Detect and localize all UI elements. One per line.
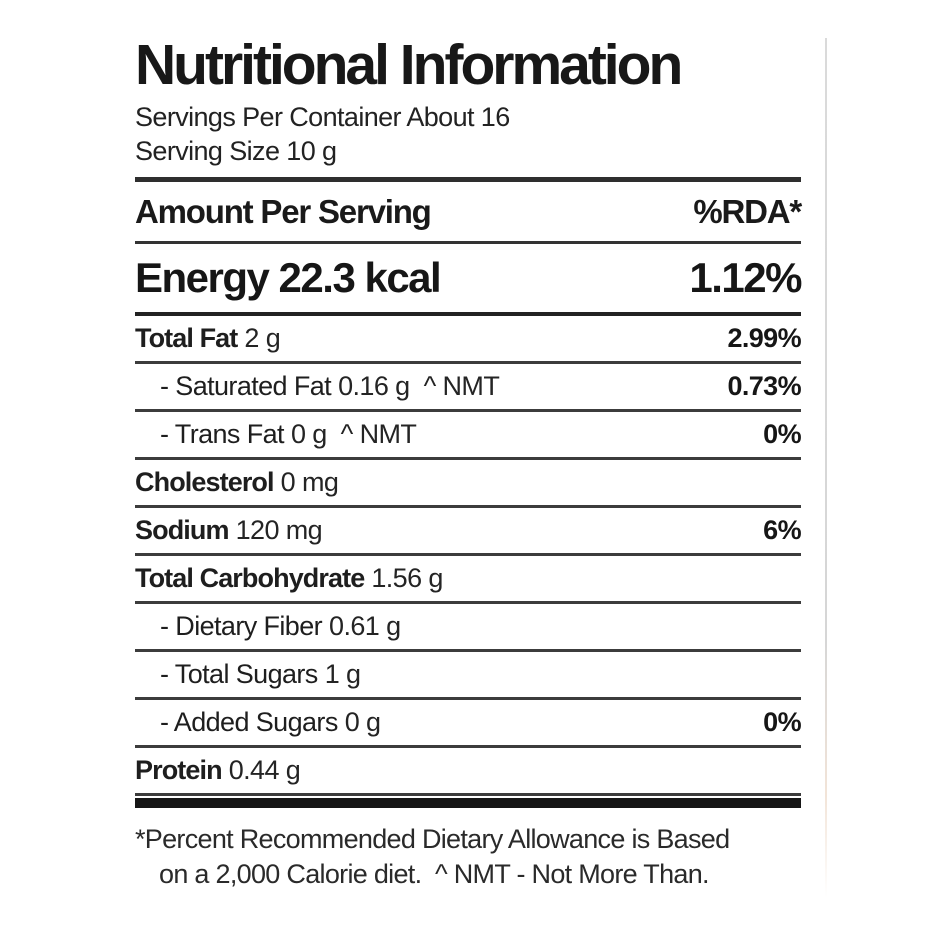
row-percent: 0% bbox=[763, 419, 801, 449]
divider-energy bbox=[135, 312, 801, 316]
row-name: Total Fat bbox=[135, 323, 238, 353]
row-name: - Saturated Fat bbox=[160, 371, 332, 401]
nutrition-row-dietary-fiber: - Dietary Fiber 0.61 g bbox=[135, 604, 801, 652]
row-amount: 1 g bbox=[324, 659, 361, 689]
row-percent: 6% bbox=[763, 515, 801, 545]
row-percent: 0% bbox=[763, 707, 801, 737]
nutrition-row-sodium: Sodium 120 mg 6% bbox=[135, 508, 802, 556]
nutrition-row-trans-fat: - Trans Fat 0 g ^ NMT 0% bbox=[135, 412, 802, 460]
row-suffix: ^ NMT bbox=[340, 419, 417, 449]
row-amount: 0.16 g bbox=[338, 371, 410, 401]
row-amount: 0 mg bbox=[280, 467, 339, 497]
nutrition-row-total-sugars: - Total Sugars 1 g bbox=[135, 652, 801, 700]
row-percent: 2.99% bbox=[727, 323, 801, 353]
nutrition-row-saturated-fat: - Saturated Fat 0.16 g ^ NMT 0.73% bbox=[135, 364, 802, 412]
footnote-line-2: on a 2,000 Calorie diet. ^ NMT - Not Mor… bbox=[159, 859, 710, 889]
amount-header-label: Amount Per Serving bbox=[135, 192, 432, 230]
row-amount: 1.56 g bbox=[371, 563, 443, 593]
page-title: Nutritional Information bbox=[135, 33, 683, 97]
row-amount: 0 g bbox=[344, 707, 381, 737]
row-suffix: ^ NMT bbox=[423, 371, 500, 401]
row-name: Total Carbohydrate bbox=[135, 563, 365, 593]
nutrition-row-cholesterol: Cholesterol 0 mg bbox=[135, 460, 801, 508]
nutrition-label: Nutritional Information Servings Per Con… bbox=[135, 33, 802, 892]
row-name: Protein bbox=[135, 755, 223, 785]
row-name: - Total Sugars bbox=[160, 659, 318, 689]
row-amount: 2 g bbox=[244, 323, 281, 353]
serving-size: Serving Size 10 g bbox=[135, 136, 337, 166]
row-amount: 0.44 g bbox=[228, 755, 301, 785]
energy-row: Energy 22.3 kcal 1.12% bbox=[135, 244, 802, 312]
row-name: Cholesterol bbox=[135, 467, 275, 497]
divider-bottom-thick bbox=[135, 798, 801, 808]
servings-per-container: Servings Per Container About 16 bbox=[135, 102, 510, 132]
row-name: - Trans Fat bbox=[160, 419, 285, 449]
footnote: *Percent Recommended Dietary Allowance i… bbox=[135, 822, 801, 892]
row-name: - Dietary Fiber bbox=[160, 611, 323, 641]
amount-per-serving-header: Amount Per Serving %RDA* bbox=[135, 182, 802, 241]
row-amount: 0.61 g bbox=[329, 611, 401, 641]
divider-top bbox=[135, 177, 801, 182]
row-name: Sodium bbox=[135, 515, 230, 545]
row-amount: 0 g bbox=[290, 419, 327, 449]
energy-value: Energy 22.3 kcal bbox=[135, 254, 442, 301]
nutrition-row-total-fat: Total Fat 2 g 2.99% bbox=[135, 316, 802, 364]
divider-header bbox=[135, 241, 801, 244]
row-amount: 120 mg bbox=[235, 515, 323, 545]
label-right-edge-line bbox=[825, 38, 827, 898]
row-name: - Added Sugars bbox=[160, 707, 338, 737]
nutrition-row-added-sugars: - Added Sugars 0 g 0% bbox=[135, 700, 802, 748]
nutrition-row-total-carbohydrate: Total Carbohydrate 1.56 g bbox=[135, 556, 801, 604]
nutrition-row-protein: Protein 0.44 g bbox=[135, 748, 801, 796]
row-percent: 0.73% bbox=[727, 371, 801, 401]
footnote-line-1: *Percent Recommended Dietary Allowance i… bbox=[135, 824, 730, 854]
rda-header-label: %RDA* bbox=[693, 192, 802, 230]
energy-percent: 1.12% bbox=[689, 254, 802, 301]
